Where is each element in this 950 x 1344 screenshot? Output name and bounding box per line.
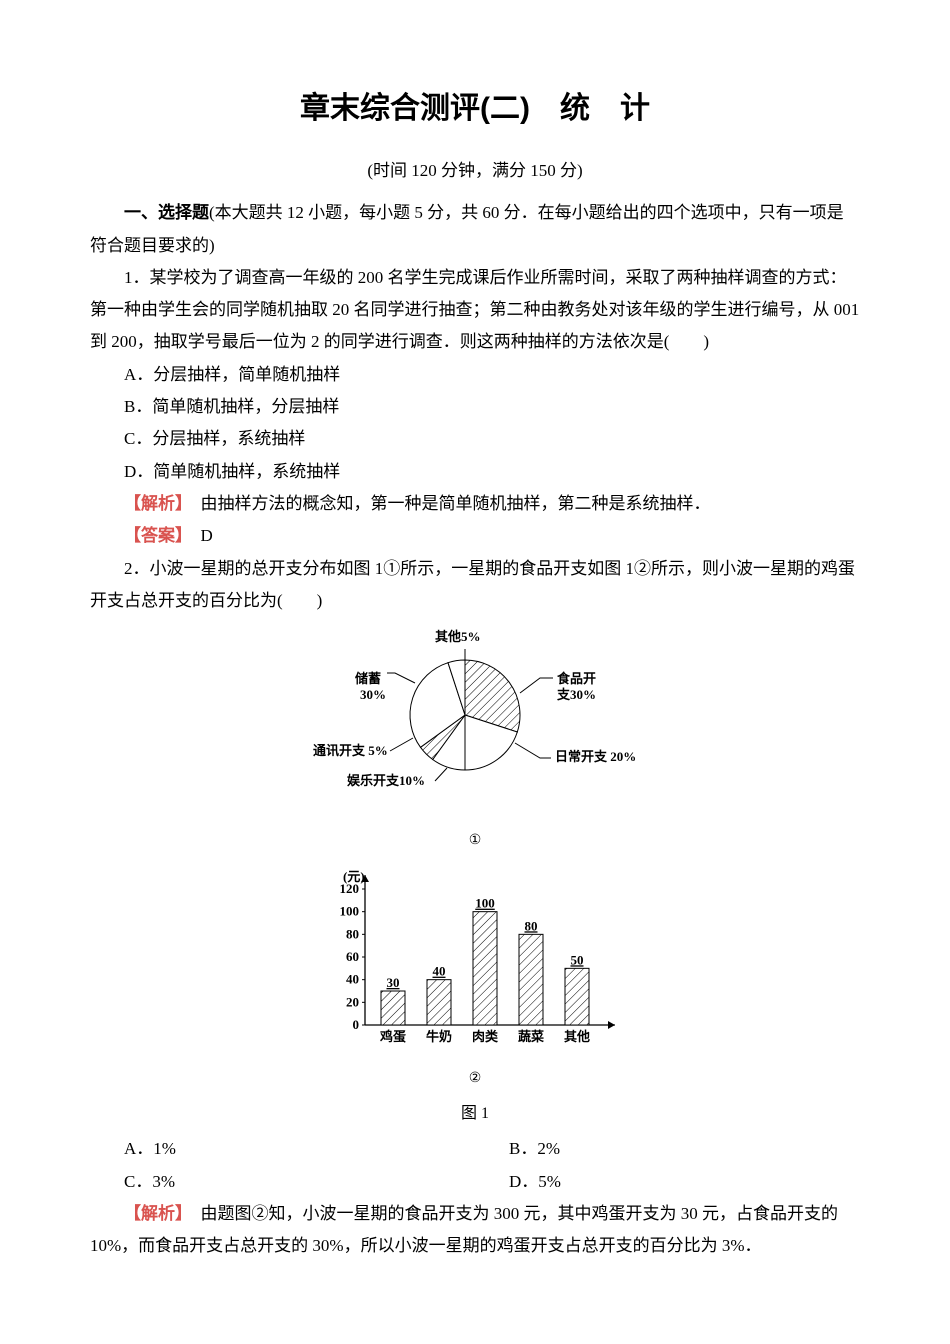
svg-text:40: 40 [433, 964, 446, 979]
q1-stem: 1．某学校为了调查高一年级的 200 名学生完成课后作业所需时间，采取了两种抽样… [90, 262, 860, 359]
q2-analysis: 【解析】 由题图②知，小波一星期的食品开支为 300 元，其中鸡蛋开支为 30 … [90, 1198, 860, 1263]
q2-stem: 2．小波一星期的总开支分布如图 1①所示，一星期的食品开支如图 1②所示，则小波… [90, 553, 860, 618]
q1-analysis-text: 由抽样方法的概念知，第一种是简单随机抽样，第二种是系统抽样． [184, 494, 711, 513]
svg-text:(元): (元) [343, 869, 365, 884]
q2-analysis-text: 由题图②知，小波一星期的食品开支为 300 元，其中鸡蛋开支为 30 元，占食品… [90, 1204, 838, 1255]
page-title: 章末综合测评(二) 统 计 [90, 80, 860, 137]
q1-answer: 【答案】 D [90, 520, 860, 552]
svg-text:30: 30 [387, 975, 400, 990]
svg-text:60: 60 [346, 949, 359, 964]
q1-option-d: D．简单随机抽样，系统抽样 [90, 456, 860, 488]
q2-option-c: C．3% [90, 1166, 475, 1198]
svg-text:40: 40 [346, 972, 359, 987]
q1-answer-label: 【答案】 [124, 526, 184, 545]
q2-option-a: A．1% [90, 1133, 475, 1165]
q2-options-row2: C．3% D．5% [90, 1166, 860, 1198]
figure-caption: 图 1 [90, 1099, 860, 1129]
section-1-heading: 一、选择题 [124, 203, 209, 222]
svg-text:0: 0 [353, 1017, 360, 1032]
section-1-intro: 一、选择题(本大题共 12 小题，每小题 5 分，共 60 分．在每小题给出的四… [90, 197, 860, 262]
q1-analysis-label: 【解析】 [124, 494, 184, 513]
svg-text:鸡蛋: 鸡蛋 [379, 1029, 406, 1044]
q1-analysis: 【解析】 由抽样方法的概念知，第一种是简单随机抽样，第二种是系统抽样． [90, 488, 860, 520]
q2-analysis-label: 【解析】 [124, 1204, 184, 1223]
svg-text:储蓄: 储蓄 [354, 671, 381, 686]
pie-sublabel: ① [90, 828, 860, 855]
bar-sublabel: ② [90, 1066, 860, 1093]
bar-chart: 020406080100120(元)30鸡蛋40牛奶100肉类80蔬菜50其他 [315, 855, 635, 1055]
q2-options-row1: A．1% B．2% [90, 1133, 860, 1165]
svg-text:娱乐开支10%: 娱乐开支10% [347, 773, 425, 788]
time-info: (时间 120 分钟，满分 150 分) [90, 155, 860, 187]
svg-text:其他: 其他 [564, 1029, 590, 1044]
svg-text:30%: 30% [360, 687, 386, 702]
q1-answer-text: D [184, 526, 213, 545]
q2-option-b: B．2% [475, 1133, 860, 1165]
svg-text:80: 80 [346, 926, 359, 941]
svg-text:蔬菜: 蔬菜 [518, 1029, 544, 1044]
svg-text:肉类: 肉类 [472, 1029, 499, 1044]
svg-text:支30%: 支30% [556, 687, 596, 702]
q1-option-a: A．分层抽样，简单随机抽样 [90, 359, 860, 391]
q1-option-b: B．简单随机抽样，分层抽样 [90, 391, 860, 423]
svg-text:牛奶: 牛奶 [426, 1029, 452, 1044]
svg-text:100: 100 [475, 896, 495, 911]
svg-text:100: 100 [340, 904, 360, 919]
svg-text:50: 50 [571, 952, 584, 967]
figure-1: 食品开支30% 日常开支 20% 娱乐开支10% 通讯开支 5% 储蓄30% 其他5% ①… [90, 623, 860, 1093]
pie-chart: 食品开支30% 日常开支 20% 娱乐开支10% 通讯开支 5% 储蓄30% 其他5% [295, 623, 655, 823]
q2-option-d: D．5% [475, 1166, 860, 1198]
svg-text:20: 20 [346, 994, 359, 1009]
svg-text:食品开: 食品开 [557, 671, 596, 686]
svg-text:其他5%: 其他5% [435, 629, 481, 644]
svg-text:80: 80 [525, 918, 538, 933]
svg-text:日常开支 20%: 日常开支 20% [555, 749, 636, 764]
svg-text:通讯开支 5%: 通讯开支 5% [313, 743, 388, 758]
q1-option-c: C．分层抽样，系统抽样 [90, 423, 860, 455]
